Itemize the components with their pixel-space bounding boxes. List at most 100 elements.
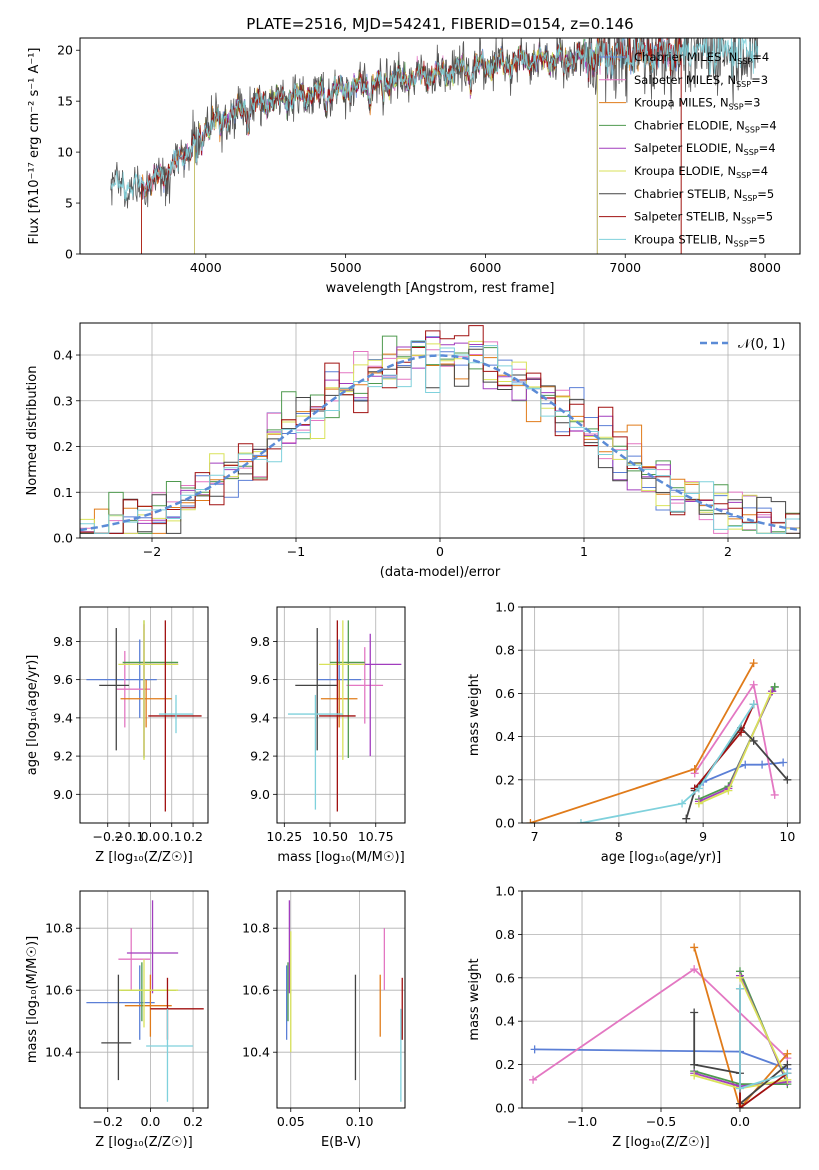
errorbar-chabrier-stelib <box>99 628 130 751</box>
y-tick-label: 10.6 <box>242 983 270 998</box>
x-axis-label: Z [log₁₀(Z/Z☉)] <box>612 1135 709 1150</box>
histogram-kroupa-stelib <box>80 340 800 534</box>
y-tick-label: 0.6 <box>495 970 515 985</box>
y-tick-label: 0.0 <box>495 816 515 831</box>
x-tick-label: 5000 <box>330 260 362 275</box>
y-tick-label: 0.4 <box>495 729 515 744</box>
x-tick-label: 0.1 <box>162 829 182 844</box>
errorbar-salpeter-elodie <box>126 900 179 994</box>
weight-marker-chabrier-miles <box>758 760 767 769</box>
y-tick-label: 0.0 <box>53 531 73 546</box>
weight-marker-kroupa-elodie <box>690 1071 699 1080</box>
x-tick-label: −1.0 <box>567 1114 597 1129</box>
weight-marker-kroupa-miles <box>690 943 699 952</box>
y-tick-label: 9.0 <box>250 787 270 802</box>
y-axis-label: mass weight <box>467 958 482 1040</box>
y-tick-label: 0.1 <box>53 485 73 500</box>
weight-marker-salpeter-stelib <box>737 728 746 737</box>
weight-line-kroupa-miles <box>693 947 789 1108</box>
weight-line-kroupa-stelib <box>580 703 755 823</box>
weight-marker-kroupa-stelib <box>678 799 687 808</box>
gaussian-curve <box>80 354 800 532</box>
plot-area <box>80 325 800 534</box>
errorbar-salpeter-stelib <box>319 620 356 812</box>
x-tick-label: 1 <box>580 544 588 559</box>
y-tick-label: 20 <box>57 43 73 58</box>
gridlines <box>277 607 405 823</box>
x-tick-label: 6000 <box>470 260 502 275</box>
y-tick-label: 0.2 <box>53 439 73 454</box>
weight-marker-chabrier-stelib <box>783 775 792 784</box>
errorbar-kroupa-miles <box>124 974 172 1037</box>
axes-frame <box>521 890 801 1109</box>
weight-marker-kroupa-stelib <box>749 700 758 709</box>
figure-title: PLATE=2516, MJD=54241, FIBERID=0154, z=0… <box>246 15 633 33</box>
y-tick-label: 0.4 <box>495 1014 515 1029</box>
y-tick-label: 0.2 <box>495 1057 515 1072</box>
spectrum-legend: Chabrier MILES, NSSP=4 Salpeter MILES, NS… <box>599 50 777 248</box>
weight-marker-kroupa-elodie <box>766 689 775 698</box>
axes-frame <box>521 606 801 824</box>
x-tick-label: 0.0 <box>140 1114 160 1129</box>
y-tick-label: 10.6 <box>45 983 73 998</box>
axes-frame <box>276 606 406 824</box>
y-tick-label: 9.6 <box>53 672 73 687</box>
weight-marker-chabrier-stelib <box>690 1008 699 1017</box>
y-axis-label: Normed distribution <box>25 366 40 496</box>
x-tick-label: 8000 <box>749 260 781 275</box>
errorbar-kroupa-stelib <box>146 1008 194 1102</box>
weight-line-salpeter-stelib <box>739 988 788 1108</box>
errorbar-kroupa-stelib <box>158 694 194 734</box>
gridlines <box>80 607 208 823</box>
legend-label-chabrier-miles: Chabrier MILES, NSSP=4 <box>634 50 769 66</box>
legend-label-salpeter-elodie: Salpeter ELODIE, NSSP=4 <box>634 141 776 157</box>
weight-marker-chabrier-miles <box>741 760 750 769</box>
y-axis-label: mass weight <box>467 674 482 756</box>
y-tick-label: 0.2 <box>495 772 515 787</box>
errorbar-kroupa-stelib <box>287 694 343 810</box>
panel-weight_vs_z: −1.0 −0.5 0.0 0.0 0.2 0.4 0.6 0.8 1.0 Z [log₁₀(Z/… <box>467 884 801 1150</box>
weight-marker-kroupa-stelib <box>735 1084 744 1093</box>
axes-frame <box>79 37 801 255</box>
legend-label-chabrier-stelib: Chabrier STELIB, NSSP=5 <box>634 187 774 203</box>
panel-mass_vs_ebv: 0.05 0.10 10.4 10.6 10.8 E(B-V) <box>242 890 406 1150</box>
y-tick-label: 0 <box>65 247 73 262</box>
y-tick-label: 10.4 <box>242 1045 270 1060</box>
weight-marker-kroupa-miles <box>526 819 535 823</box>
x-tick-label: 10.25 <box>266 829 302 844</box>
weight-marker-salpeter-stelib <box>735 1104 744 1108</box>
y-tick-label: 9.2 <box>250 749 270 764</box>
weight-marker-kroupa-stelib <box>694 784 703 793</box>
x-tick-label: 0.0 <box>730 1114 750 1129</box>
legend-label-kroupa-miles: Kroupa MILES, NSSP=3 <box>634 96 760 112</box>
y-tick-label: 10 <box>57 145 73 160</box>
weight-marker-chabrier-miles <box>779 758 788 767</box>
panel-spectrum: 4000 5000 6000 7000 8000 0 5 10 15 20 wavelength [… <box>27 37 801 296</box>
x-tick-label: 0.05 <box>277 1114 305 1129</box>
plot-area <box>287 620 402 812</box>
x-axis-label: age [log₁₀(age/yr)] <box>601 850 722 865</box>
weight-line-kroupa-stelib <box>739 988 788 1090</box>
x-axis-label: wavelength [Angstrom, rest frame] <box>326 281 555 296</box>
x-tick-label: −0.2 <box>93 829 123 844</box>
errorbar-salpeter-miles <box>346 647 384 724</box>
y-tick-label: 10.8 <box>45 921 73 936</box>
panel-residuals: −2 −1 0 1 2 0.0 0.1 0.2 0.3 0.4 (data-model)/error… <box>25 322 801 580</box>
y-tick-label: 9.0 <box>53 787 73 802</box>
weight-marker-chabrier-miles <box>530 1045 539 1054</box>
errorbar-kroupa-miles <box>320 679 358 728</box>
y-tick-label: 9.2 <box>53 749 73 764</box>
weight-marker-kroupa-miles <box>783 1049 792 1058</box>
weight-marker-chabrier-elodie <box>770 682 779 691</box>
x-axis-label: Z [log₁₀(Z/Z☉)] <box>95 1135 192 1150</box>
errorbar-kroupa-miles <box>120 679 172 728</box>
histogram-chabrier-stelib <box>80 340 800 534</box>
gridlines <box>277 891 405 1108</box>
weight-line-kroupa-miles <box>530 662 755 823</box>
y-tick-label: 10.4 <box>45 1045 73 1060</box>
weight-line-salpeter-elodie <box>698 690 774 803</box>
y-tick-label: 0.6 <box>495 686 515 701</box>
legend-label-chabrier-elodie: Chabrier ELODIE, NSSP=4 <box>634 118 777 134</box>
y-tick-label: 9.6 <box>250 672 270 687</box>
errorbar-kroupa-elodie <box>118 959 179 1028</box>
